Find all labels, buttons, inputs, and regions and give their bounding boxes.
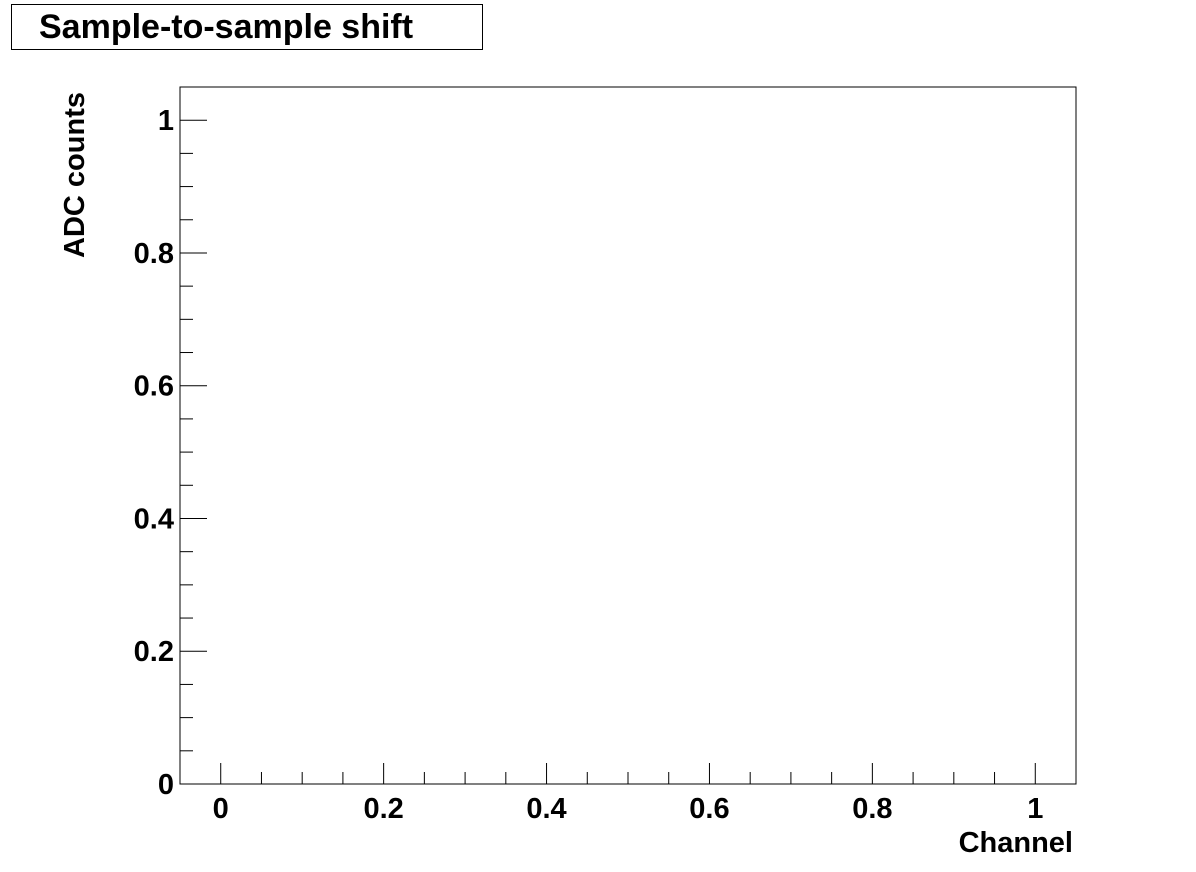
chart-title: Sample-to-sample shift [39, 8, 414, 46]
x-tick-label: 0.8 [852, 793, 892, 825]
y-axis: 0 0.2 0.4 0.6 0.8 1 [134, 105, 207, 801]
x-tick-label: 1 [1027, 793, 1043, 825]
y-axis-label: ADC counts [59, 92, 91, 258]
y-tick-label: 1 [158, 105, 174, 137]
y-tick-label: 0.2 [134, 636, 174, 668]
y-tick-label: 0 [158, 769, 174, 801]
y-tick-label: 0.4 [134, 503, 174, 535]
x-tick-label: 0 [213, 793, 229, 825]
plot-frame [179, 86, 1077, 785]
x-axis-label: Channel [959, 827, 1073, 859]
x-tick-label: 0.2 [363, 793, 403, 825]
y-tick-label: 0.8 [134, 238, 174, 270]
x-tick-label: 0.6 [689, 793, 729, 825]
x-tick-label: 0.4 [526, 793, 566, 825]
x-axis: 0 0.2 0.4 0.6 0.8 1 [213, 763, 1043, 825]
chart-title-box: Sample-to-sample shift [11, 4, 483, 50]
y-tick-label: 0.6 [134, 371, 174, 403]
